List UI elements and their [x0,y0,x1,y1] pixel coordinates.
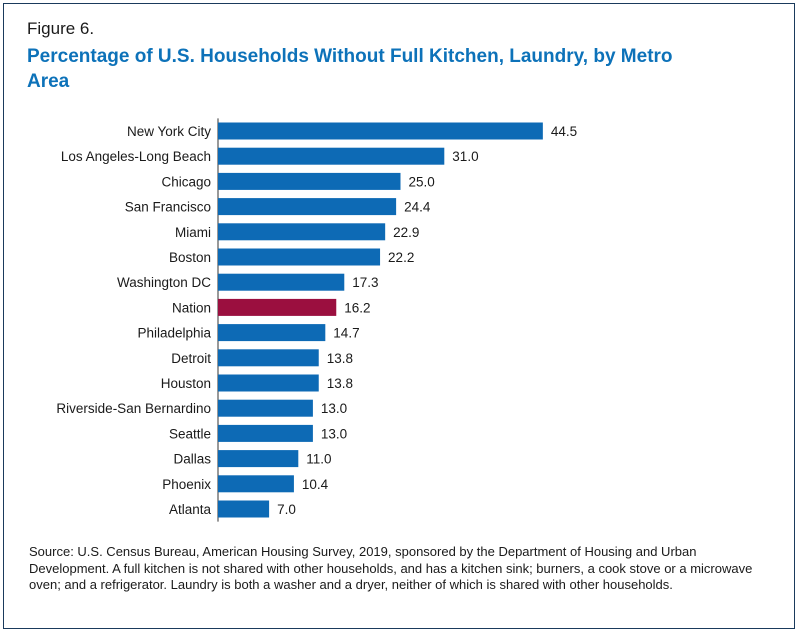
category-label: Phoenix [162,477,211,492]
value-label: 7.0 [277,502,296,517]
category-label: Seattle [169,426,211,441]
category-label: Riverside-San Bernardino [56,401,211,416]
bar [218,349,319,367]
bar [218,122,543,140]
value-label: 13.0 [321,426,347,441]
bar [218,298,337,316]
category-label: Houston [161,376,211,391]
category-label: Dallas [173,452,211,467]
category-label: San Francisco [125,200,211,215]
value-label: 11.0 [306,452,331,467]
chart-title: Percentage of U.S. Households Without Fu… [27,46,673,92]
category-label: Nation [172,300,211,315]
bar [218,374,319,392]
value-label: 10.4 [302,477,329,492]
value-label: 22.9 [393,225,419,240]
value-label: 22.2 [388,250,414,265]
bar [218,424,313,442]
bar [218,273,345,291]
value-label: 25.0 [409,174,435,189]
figure-label: Figure 6. [27,19,95,38]
bar [218,450,299,468]
category-label: Miami [175,225,211,240]
source-note: Source: U.S. Census Bureau, American Hou… [29,544,753,592]
category-label: Boston [169,250,211,265]
value-label: 13.8 [327,351,353,366]
bar [218,198,397,216]
bar [218,324,326,342]
bar [218,172,401,190]
value-label: 44.5 [551,124,577,139]
value-label: 17.3 [352,275,378,290]
value-label: 13.0 [321,401,347,416]
value-label: 16.2 [344,300,370,315]
category-label: Los Angeles-Long Beach [61,149,211,164]
bar [218,500,270,518]
category-label: Detroit [171,351,211,366]
category-label: New York City [127,124,211,139]
category-label: Philadelphia [137,326,211,341]
bar [218,399,313,417]
category-label: Washington DC [117,275,211,290]
value-label: 24.4 [404,200,431,215]
value-label: 31.0 [452,149,478,164]
bar [218,223,386,241]
category-label: Atlanta [169,502,212,517]
bar-chart: New York City 44.5 Los Angeles-Long Beach 3… [56,118,577,522]
value-label: 14.7 [333,326,359,341]
category-label: Chicago [161,174,211,189]
figure-frame [3,3,795,629]
bar [218,248,381,266]
bar [218,147,445,165]
value-label: 13.8 [327,376,353,391]
bar [218,475,294,493]
